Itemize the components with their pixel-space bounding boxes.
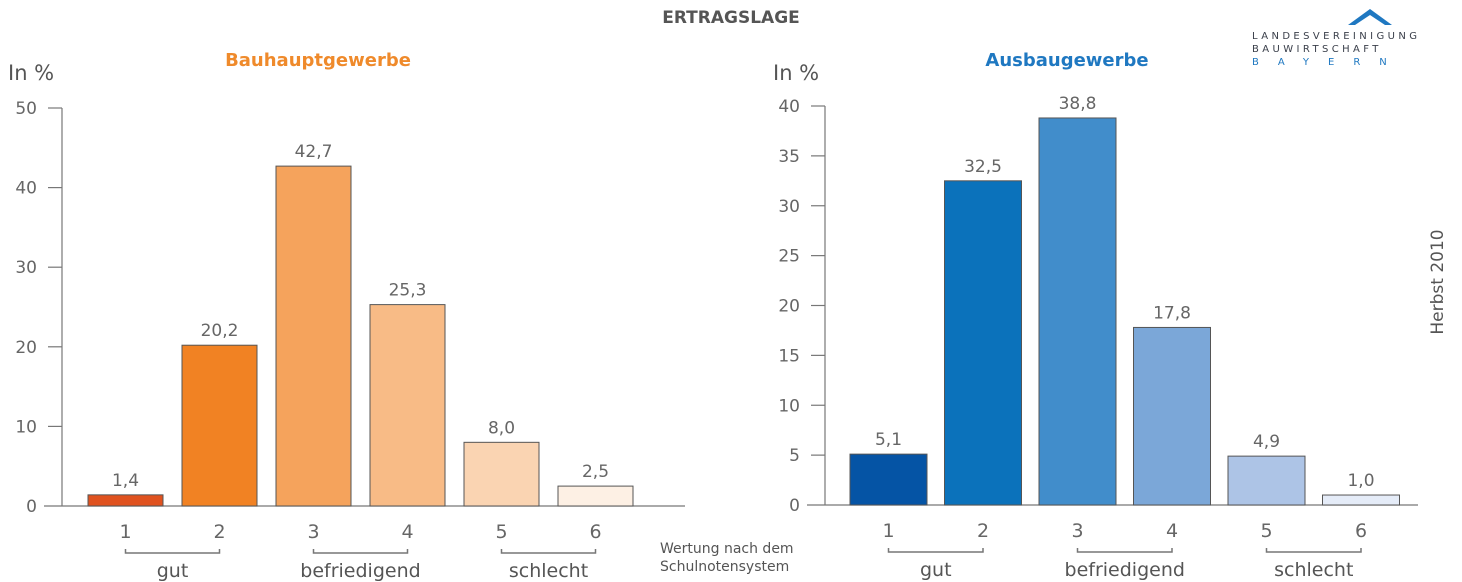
y-tick-label: 20 — [15, 338, 37, 358]
y-tick-label: 10 — [778, 396, 800, 416]
bar — [1322, 494, 1400, 506]
x-tick-label: 6 — [589, 521, 601, 543]
group-label: gut — [920, 559, 952, 581]
x-tick-label: 4 — [401, 521, 413, 543]
group-bracket — [1265, 548, 1362, 553]
group-bracket — [1076, 548, 1173, 553]
group-label: befriedigend — [300, 560, 420, 582]
y-tick-label: 40 — [778, 97, 800, 117]
bar-value-label: 32,5 — [964, 157, 1002, 177]
x-tick-label: 5 — [495, 521, 507, 543]
group-label: schlecht — [1274, 559, 1353, 581]
y-tick-label: 30 — [15, 258, 37, 278]
bar-value-label: 17,8 — [1153, 303, 1191, 323]
y-tick-label: 40 — [15, 179, 37, 199]
y-tick-label: 15 — [778, 346, 800, 366]
bar-value-label: 1,0 — [1347, 471, 1374, 491]
chart-bauhauptgewerbe: In % Bauhauptgewerbe 0 10 20 30 40 50 1,4 1 20,2 2 4… — [8, 50, 685, 582]
bar-value-label: 20,2 — [201, 321, 239, 341]
y-tick-label: 35 — [778, 147, 800, 167]
group-label: schlecht — [509, 560, 588, 582]
x-tick-label: 3 — [1071, 520, 1083, 542]
panel-title: Bauhauptgewerbe — [225, 50, 411, 71]
bar-value-label: 4,9 — [1253, 432, 1280, 452]
group-bracket — [312, 549, 409, 554]
bar — [1227, 455, 1306, 506]
y-tick-label: 20 — [778, 297, 800, 317]
logo-text-line-1: LANDESVEREINIGUNG — [1252, 31, 1421, 42]
bar-value-label: 8,0 — [488, 418, 515, 438]
bar-value-label: 5,1 — [875, 430, 902, 450]
y-tick-label: 50 — [15, 99, 37, 119]
bar-value-label: 42,7 — [295, 142, 333, 162]
x-tick-label: 5 — [1260, 520, 1272, 542]
group-bracket — [500, 549, 597, 554]
bar — [181, 344, 258, 507]
x-tick-label: 6 — [1355, 520, 1367, 542]
roof-icon — [1348, 9, 1392, 25]
x-tick-label: 4 — [1166, 520, 1178, 542]
x-tick-label: 1 — [882, 520, 894, 542]
bar — [87, 494, 164, 507]
bar — [1038, 117, 1117, 506]
grading-scale-note-line-1: Wertung nach dem — [660, 541, 794, 557]
bar — [557, 485, 634, 507]
bar-value-label: 25,3 — [389, 281, 427, 301]
x-tick-label: 3 — [307, 521, 319, 543]
y-axis-unit-label: In % — [8, 61, 54, 85]
group-bracket — [887, 548, 984, 553]
x-tick-label: 2 — [213, 521, 225, 543]
bar-value-label: 1,4 — [112, 471, 139, 491]
bar — [463, 441, 540, 507]
grading-scale-note-line-2: Schulnotensystem — [660, 559, 790, 575]
bar — [275, 165, 352, 507]
x-tick-label: 1 — [119, 521, 131, 543]
logo-text-line-2: BAUWIRTSCHAFT — [1252, 44, 1382, 55]
grading-scale-note: Wertung nach dem Schulnotensystem — [660, 540, 794, 576]
group-label: gut — [157, 560, 189, 582]
group-bracket — [124, 549, 221, 554]
x-tick-label: 2 — [977, 520, 989, 542]
organization-logo: LANDESVEREINIGUNG BAUWIRTSCHAFT BAYERN — [1252, 4, 1432, 76]
logo-text-line-3: BAYERN — [1252, 57, 1406, 68]
panel-title: Ausbaugewerbe — [985, 50, 1148, 71]
bar — [1133, 326, 1211, 506]
y-tick-label: 10 — [15, 417, 37, 437]
bar — [849, 453, 928, 506]
y-tick-label: 5 — [789, 446, 800, 466]
page-title: ERTRAGSLAGE — [662, 8, 800, 28]
y-tick-label: 30 — [778, 197, 800, 217]
y-tick-label: 0 — [26, 497, 37, 517]
y-tick-label: 0 — [789, 496, 800, 516]
bar-value-label: 38,8 — [1059, 94, 1097, 114]
bar — [369, 304, 446, 507]
bar-value-label: 2,5 — [582, 462, 609, 482]
bar — [944, 180, 1022, 506]
y-axis-unit-label: In % — [773, 61, 819, 85]
group-label: befriedigend — [1065, 559, 1185, 581]
y-tick-label: 25 — [778, 247, 800, 267]
